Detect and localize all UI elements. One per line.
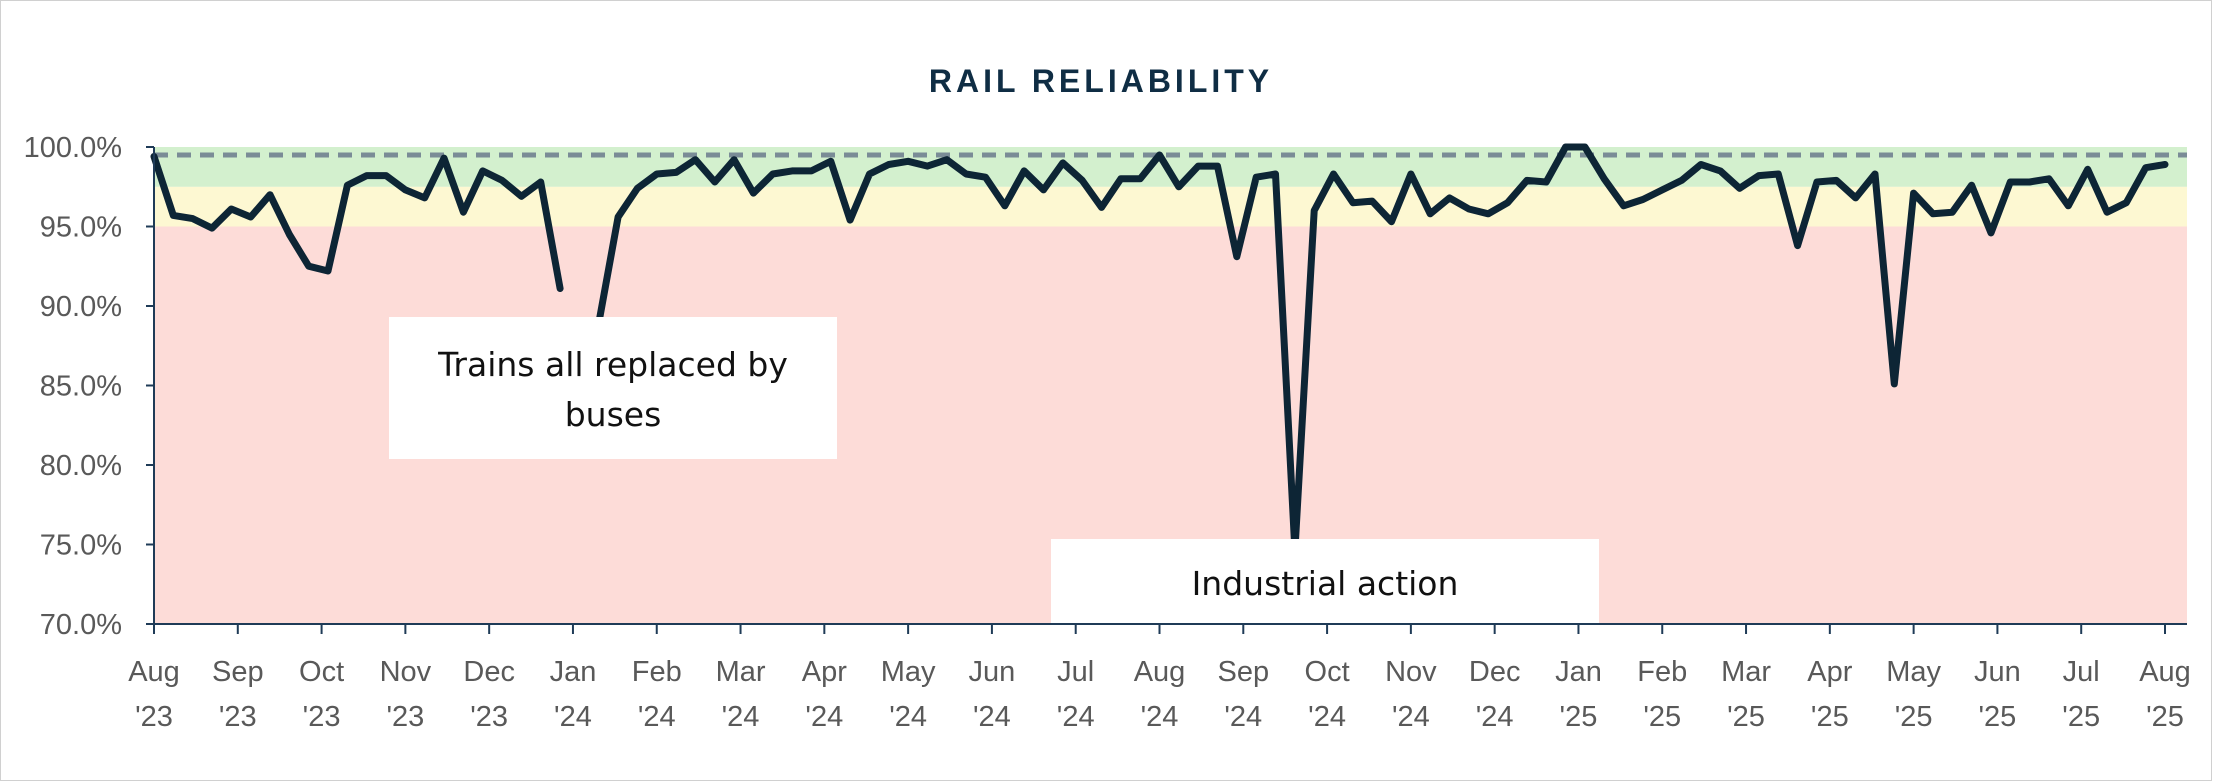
x-tick-label-month: Aug (128, 656, 180, 688)
x-tick-label-year: '25 (1560, 701, 1598, 733)
x-tick-label-month: Oct (299, 656, 344, 688)
x-tick-label-year: '24 (889, 701, 927, 733)
y-tick-label: 70.0% (40, 609, 122, 641)
x-tick-label-month: Jan (550, 656, 597, 688)
x-tick-label-month: Oct (1305, 656, 1350, 688)
x-tick-label-year: '23 (219, 701, 257, 733)
series-line-segment-1 (595, 143, 2169, 555)
x-tick-label-year: '24 (1057, 701, 1095, 733)
x-tick-labels: Aug '23 Sep '23 Oct '23 Nov '23 Dec '23 Jan '24 Feb '… (128, 624, 2191, 733)
x-tick-label-year: '24 (638, 701, 676, 733)
x-tick-label-month: Nov (380, 656, 432, 688)
y-tick-label: 85.0% (40, 371, 122, 403)
x-tick-label-year: '23 (470, 701, 508, 733)
series-lines (150, 143, 2169, 555)
x-tick-label-year: '23 (303, 701, 341, 733)
x-tick-label-month: Jun (969, 656, 1016, 688)
y-tick-labels: 70.0% 75.0% 80.0% 85.0% 90.0% 95.0% 100.0% (24, 132, 154, 641)
x-tick-label-month: Sep (212, 656, 264, 688)
x-tick-label-month: Feb (1637, 656, 1687, 688)
x-tick-label-month: Dec (463, 656, 515, 688)
x-tick-label-year: '25 (1727, 701, 1765, 733)
x-tick-label-year: '24 (554, 701, 592, 733)
annotation-industrial-action: Industrial action (1051, 539, 1599, 623)
x-tick-label-year: '24 (1224, 701, 1262, 733)
x-tick-label-month: Dec (1469, 656, 1521, 688)
x-tick-label-month: Sep (1217, 656, 1269, 688)
x-tick-label-year: '25 (1895, 701, 1933, 733)
x-tick-label-month: Jul (2063, 656, 2100, 688)
annotation-industrial-action-box (1051, 539, 1599, 623)
x-tick-label-year: '25 (2146, 701, 2184, 733)
x-tick-label-year: '25 (1643, 701, 1681, 733)
x-tick-label-year: '25 (2062, 701, 2100, 733)
annotation-buses-line-2: buses (565, 395, 662, 434)
x-tick-label-year: '23 (135, 701, 173, 733)
x-tick-label-month: Mar (716, 656, 766, 688)
y-tick-label: 100.0% (24, 132, 122, 164)
x-tick-label-year: '24 (722, 701, 760, 733)
x-tick-label-year: '25 (1979, 701, 2017, 733)
x-tick-label-month: May (881, 656, 936, 688)
x-tick-label-month: May (1886, 656, 1941, 688)
x-tick-label-month: Jul (1057, 656, 1094, 688)
x-tick-label-year: '24 (1476, 701, 1514, 733)
annotation-buses-line-1: Trains all replaced by (437, 345, 788, 384)
chart-title: RAIL RELIABILITY (929, 63, 1273, 99)
annotation-buses: Trains all replaced by buses (389, 317, 837, 459)
x-tick-label-month: Apr (1807, 656, 1852, 688)
y-tick-label: 95.0% (40, 212, 122, 244)
x-tick-label-year: '24 (1141, 701, 1179, 733)
x-tick-label-month: Apr (802, 656, 847, 688)
series-line-segment-0 (150, 153, 564, 292)
x-tick-label-year: '24 (1392, 701, 1430, 733)
y-tick-label: 90.0% (40, 291, 122, 323)
x-tick-label-month: Aug (1134, 656, 1186, 688)
x-tick-label-month: Feb (632, 656, 682, 688)
x-tick-label-year: '24 (973, 701, 1011, 733)
annotation-buses-box (389, 317, 837, 459)
y-tick-label: 75.0% (40, 530, 122, 562)
y-tick-label: 80.0% (40, 450, 122, 482)
x-tick-label-year: '24 (1308, 701, 1346, 733)
x-tick-label-year: '25 (1811, 701, 1849, 733)
x-tick-label-year: '24 (805, 701, 843, 733)
x-tick-label-month: Aug (2139, 656, 2191, 688)
x-tick-label-month: Nov (1385, 656, 1437, 688)
annotation-industrial-action-text: Industrial action (1192, 564, 1459, 603)
x-tick-label-month: Jun (1974, 656, 2021, 688)
x-tick-label-month: Jan (1555, 656, 1602, 688)
x-tick-label-month: Mar (1721, 656, 1771, 688)
x-tick-label-year: '23 (386, 701, 424, 733)
